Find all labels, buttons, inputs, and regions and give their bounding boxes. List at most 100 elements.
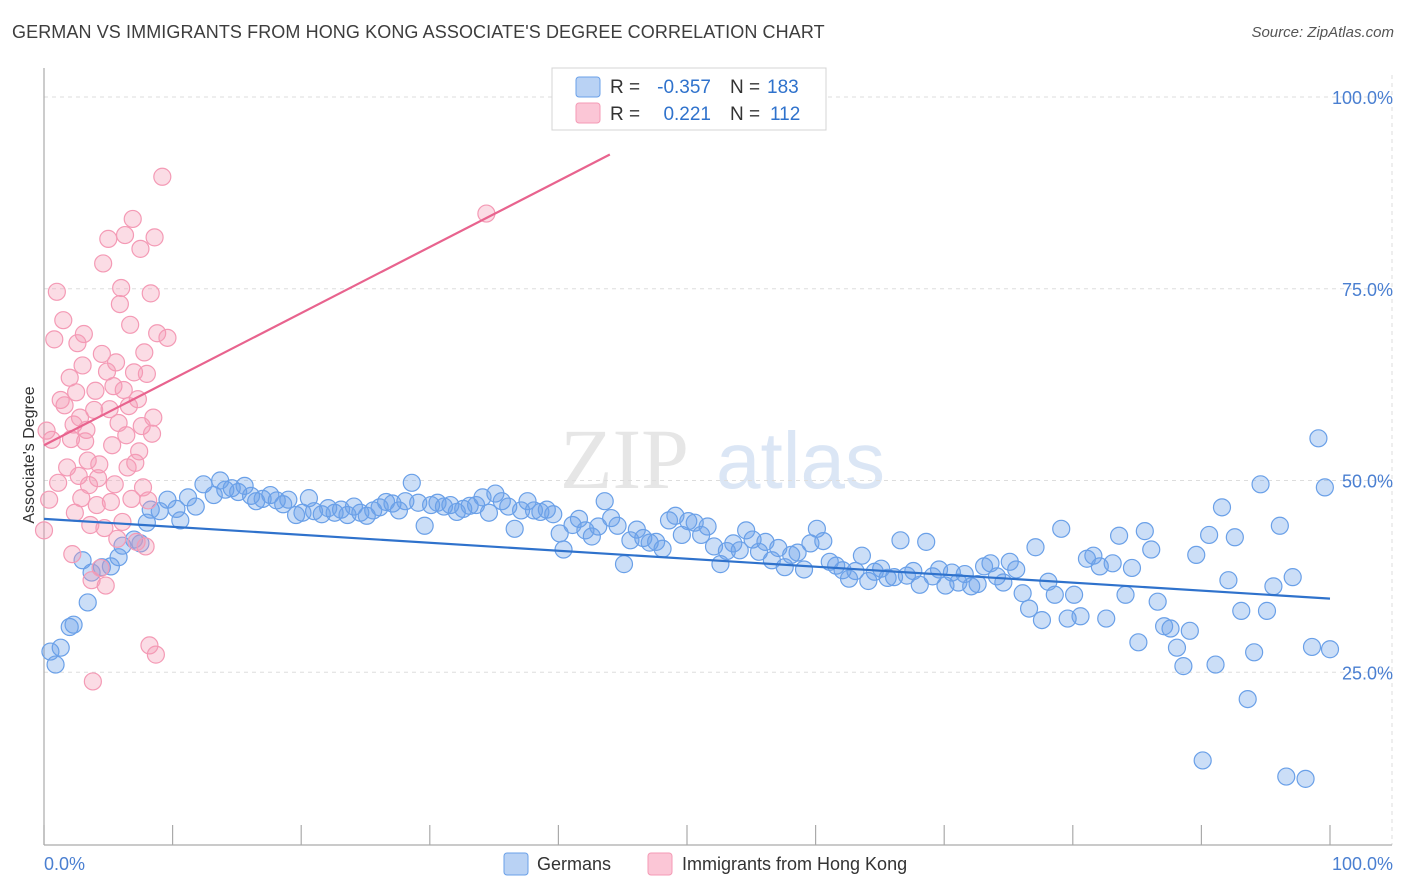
germans-point-73 xyxy=(524,501,544,520)
hongkong-point-73 xyxy=(140,636,159,655)
hongkong-point-21 xyxy=(73,356,92,375)
germans-point-66 xyxy=(479,503,499,522)
germans-point-106 xyxy=(737,521,756,540)
hongkong-point-25 xyxy=(78,451,97,470)
y-tick-label-25: 25.0% xyxy=(1342,663,1393,683)
germans-point-166 xyxy=(1122,558,1142,578)
legend-swatch-hongkong xyxy=(647,852,673,876)
hongkong-point-76 xyxy=(144,408,163,427)
germans-point-157 xyxy=(1064,585,1084,604)
hongkong-point-3 xyxy=(42,430,61,449)
germans-point-162 xyxy=(1097,609,1116,628)
germans-point-123 xyxy=(846,561,865,581)
germans-point-1 xyxy=(46,655,65,674)
germans-point-195 xyxy=(1315,478,1334,497)
y-tick-label-100: 100.0% xyxy=(1332,88,1393,108)
germans-point-179 xyxy=(1206,655,1225,674)
germans-point-168 xyxy=(1135,522,1154,541)
stats-n-label-pink: N = xyxy=(730,104,760,125)
germans-point-176 xyxy=(1187,545,1206,564)
germans-point-28 xyxy=(235,476,254,495)
germans-point-142 xyxy=(968,574,987,594)
hongkong-point-34 xyxy=(90,455,109,474)
stats-n-label-blue: N = xyxy=(730,77,760,98)
hongkong-point-62 xyxy=(126,453,145,472)
germans-point-20 xyxy=(178,488,198,507)
germans-point-177 xyxy=(1193,751,1212,770)
stats-n-value-pink: 112 xyxy=(770,104,800,125)
germans-point-5 xyxy=(73,551,92,570)
stats-box: R = -0.357 N = 183 R = 0.221 N = 112 xyxy=(551,67,827,131)
germans-point-54 xyxy=(402,473,421,492)
hongkong-point-39 xyxy=(96,576,115,595)
germans-point-72 xyxy=(518,492,537,511)
hongkong-point-16 xyxy=(67,383,86,402)
legend: Germans Immigrants from Hong Kong xyxy=(503,852,907,876)
watermark-zip: ZIP xyxy=(560,411,689,507)
germans-point-158 xyxy=(1071,607,1090,626)
germans-point-170 xyxy=(1148,592,1167,611)
hongkong-point-66 xyxy=(131,239,150,258)
germans-point-114 xyxy=(788,543,807,562)
hongkong-point-23 xyxy=(76,432,95,451)
hongkong-point-2 xyxy=(40,490,59,509)
hongkong-point-46 xyxy=(105,475,124,494)
germans-point-167 xyxy=(1129,633,1148,652)
germans-point-151 xyxy=(1026,538,1045,557)
axes xyxy=(43,68,1392,846)
y-axis-label: Associate's Degree xyxy=(21,386,38,523)
germans-point-84 xyxy=(595,492,614,511)
hongkong-point-71 xyxy=(137,364,156,383)
germans-point-7 xyxy=(82,563,101,582)
germans-point-80 xyxy=(569,509,589,528)
hongkong-point-60 xyxy=(123,209,142,229)
hongkong-point-6 xyxy=(49,473,68,492)
germans-point-115 xyxy=(794,560,814,579)
germans-point-125 xyxy=(859,571,878,591)
x-tick-label-left: 0.0% xyxy=(44,854,85,874)
hongkong-point-55 xyxy=(117,426,136,445)
germans-point-169 xyxy=(1142,540,1161,559)
germans-point-104 xyxy=(724,534,743,553)
hongkong-point-79 xyxy=(148,324,167,343)
germans-point-120 xyxy=(827,556,846,575)
trend-lines xyxy=(43,153,1331,600)
germans-point-52 xyxy=(389,501,409,520)
germans-point-194 xyxy=(1309,429,1328,448)
germans-point-29 xyxy=(241,486,261,505)
germans-point-6 xyxy=(78,593,97,612)
germans-point-146 xyxy=(994,573,1013,592)
hongkong-point-80 xyxy=(153,167,172,186)
germans-point-63 xyxy=(460,496,479,515)
hongkong-point-51 xyxy=(112,278,131,298)
germans-point-56 xyxy=(415,516,434,535)
hongkong-point-0 xyxy=(34,521,54,540)
hongkong-point-50 xyxy=(110,294,129,314)
y-tick-label-75: 75.0% xyxy=(1342,280,1393,300)
germans-point-130 xyxy=(891,531,910,550)
legend-swatch-germans xyxy=(503,852,529,876)
germans-point-150 xyxy=(1019,599,1039,618)
germans-point-94 xyxy=(659,511,679,530)
hongkong-point-4 xyxy=(45,330,64,349)
hongkong-point-63 xyxy=(127,532,146,551)
hongkong-point-74 xyxy=(141,284,160,303)
germans-point-135 xyxy=(923,567,942,586)
hongkong-point-72 xyxy=(139,491,158,510)
chart-source: Source: ZipAtlas.com xyxy=(1251,24,1394,41)
hongkong-point-70 xyxy=(136,537,155,556)
germans-point-93 xyxy=(653,539,672,558)
germans-point-165 xyxy=(1116,585,1135,604)
germans-point-21 xyxy=(186,497,205,516)
hongkong-point-48 xyxy=(108,529,127,548)
stats-r-label-blue: R = xyxy=(610,77,640,98)
y-tick-label-50: 50.0% xyxy=(1342,472,1393,492)
germans-point-128 xyxy=(878,568,897,588)
germans-point-50 xyxy=(376,492,396,512)
germans-point-133 xyxy=(910,575,929,594)
stats-swatch-pink xyxy=(575,102,601,124)
germans-point-83 xyxy=(589,517,608,536)
germans-point-108 xyxy=(749,542,769,561)
stats-r-value-pink: 0.221 xyxy=(663,104,711,125)
hongkong-point-8 xyxy=(54,311,73,330)
